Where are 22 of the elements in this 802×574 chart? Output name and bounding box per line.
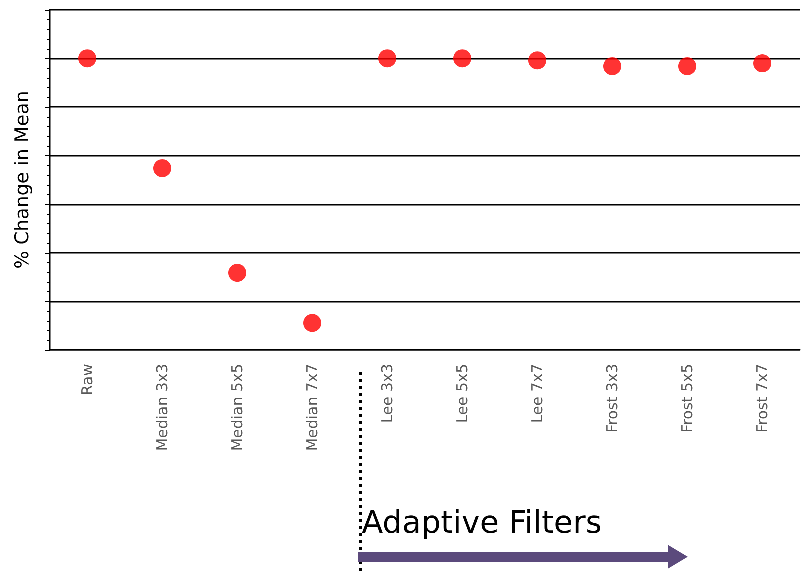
x-tick-label: Raw [78,364,96,396]
point [78,50,96,68]
point [528,52,546,70]
x-tick-label: Median 3x3 [154,364,172,452]
x-tick-label: Frost 7x7 [754,364,772,433]
point [604,57,622,76]
point [454,50,472,68]
text: Adaptive Filters [362,505,602,541]
x-tick-label: Lee 5x5 [454,364,472,424]
point [754,54,772,73]
point [228,264,246,282]
point [678,57,696,76]
point [378,50,396,68]
point [154,159,172,178]
x-tick-label: Median 7x7 [304,364,322,452]
x-tick-label: Median 5x5 [228,364,246,452]
y-axis-title: % Change in Mean [12,90,34,270]
x-tick-label: Frost 3x3 [604,364,622,433]
x-tick-label: Lee 7x7 [528,364,546,424]
point [304,314,322,332]
x-tick-label: Lee 3x3 [378,364,396,424]
x-tick-label: Frost 5x5 [678,364,696,433]
